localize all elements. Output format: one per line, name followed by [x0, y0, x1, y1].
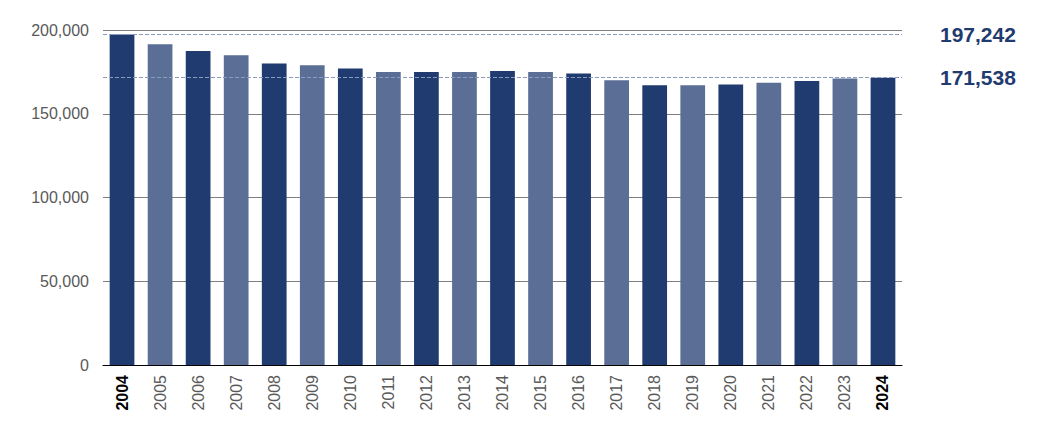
svg-text:2004: 2004	[114, 375, 131, 411]
svg-text:200,000: 200,000	[31, 22, 89, 39]
svg-text:2005: 2005	[152, 375, 169, 411]
svg-text:2006: 2006	[190, 375, 207, 411]
svg-text:2010: 2010	[342, 375, 359, 411]
svg-text:2020: 2020	[722, 375, 739, 411]
svg-text:2009: 2009	[304, 375, 321, 411]
svg-text:2024: 2024	[874, 375, 891, 411]
svg-text:150,000: 150,000	[31, 105, 89, 122]
svg-text:2013: 2013	[456, 375, 473, 411]
svg-text:2021: 2021	[760, 375, 777, 411]
svg-text:2012: 2012	[418, 375, 435, 411]
svg-text:2014: 2014	[494, 375, 511, 411]
svg-text:0: 0	[80, 357, 89, 374]
svg-text:2018: 2018	[646, 375, 663, 411]
svg-text:50,000: 50,000	[40, 273, 89, 290]
svg-text:197,242: 197,242	[940, 23, 1016, 46]
svg-text:2019: 2019	[684, 375, 701, 411]
svg-text:2011: 2011	[380, 375, 397, 410]
svg-text:2015: 2015	[532, 375, 549, 411]
svg-text:2017: 2017	[608, 375, 625, 411]
svg-text:2022: 2022	[798, 375, 815, 411]
svg-text:2023: 2023	[836, 375, 853, 411]
svg-text:100,000: 100,000	[31, 189, 89, 206]
svg-text:2007: 2007	[228, 375, 245, 411]
svg-text:171,538: 171,538	[940, 66, 1016, 89]
svg-text:2016: 2016	[570, 375, 587, 411]
svg-text:2008: 2008	[266, 375, 283, 411]
